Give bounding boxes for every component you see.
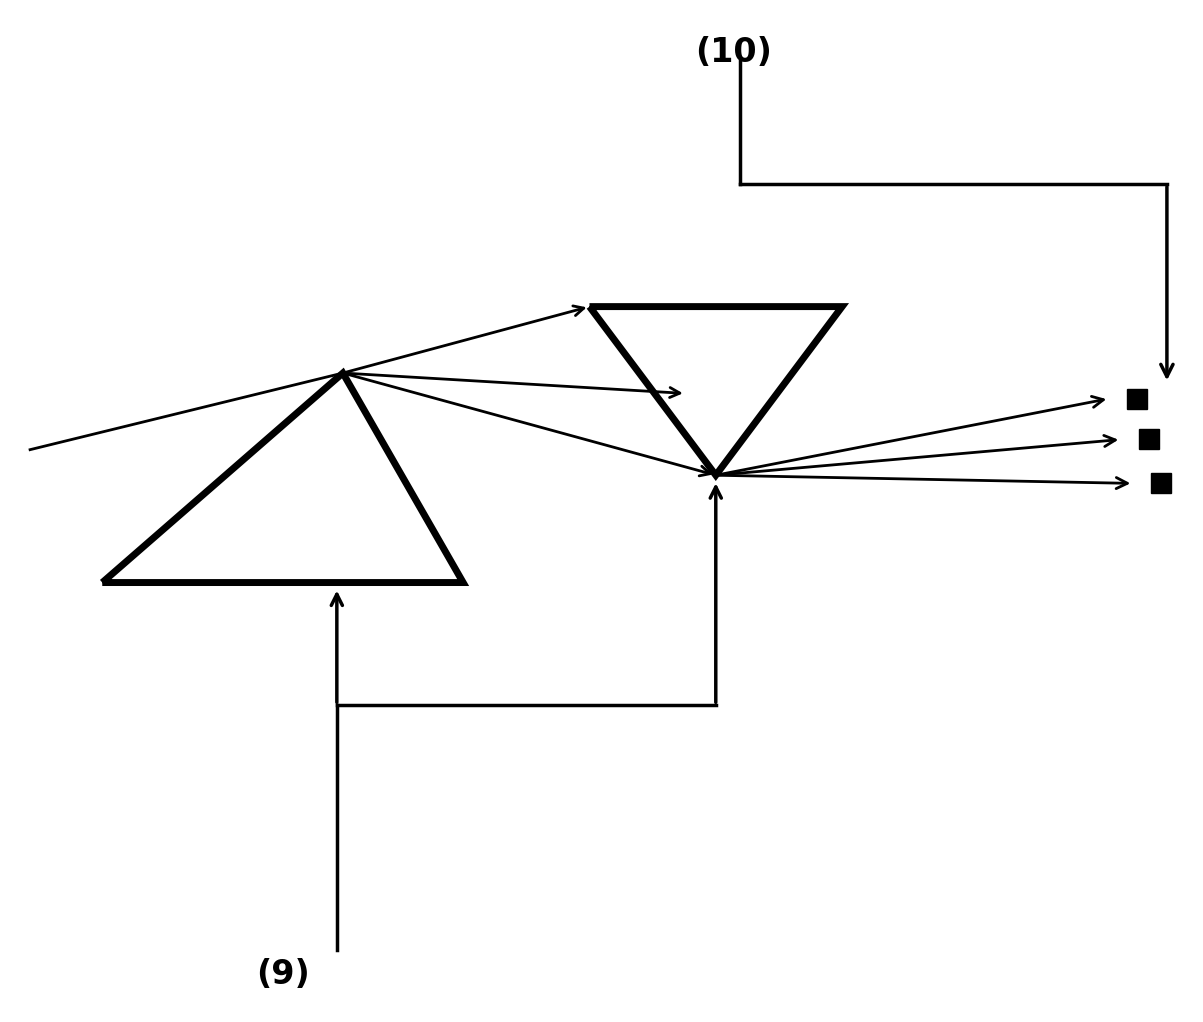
Text: (9): (9) xyxy=(256,959,309,991)
Text: (10): (10) xyxy=(695,36,772,68)
